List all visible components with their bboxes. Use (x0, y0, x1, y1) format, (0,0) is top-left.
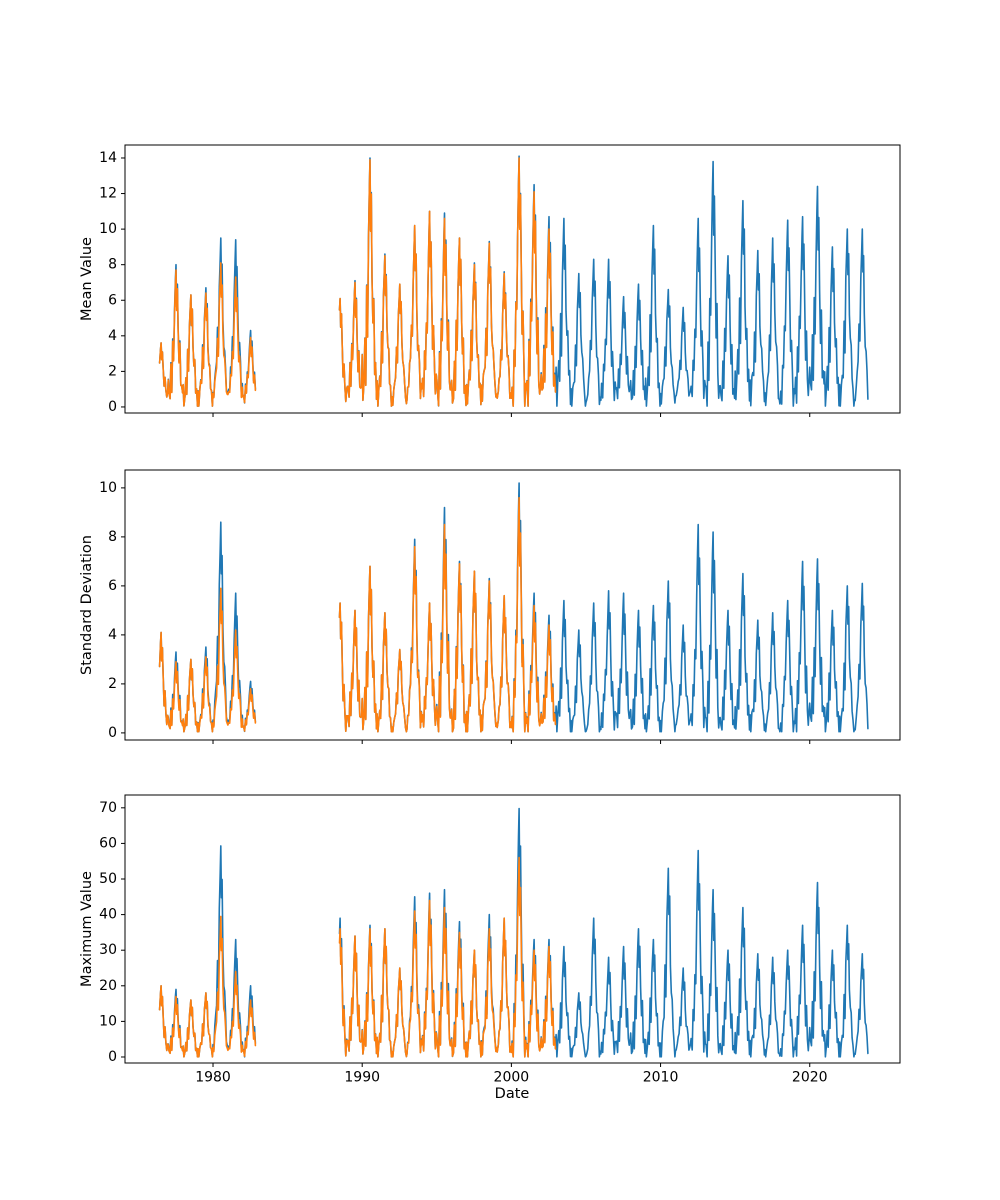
x-tick-label: 2020 (792, 1070, 828, 1086)
subplot-0: 0 2 4 6 8 10 12 14 (99, 144, 901, 417)
y-tick-label: 20 (99, 978, 117, 994)
series-line-blue (338, 482, 869, 733)
y-tick-label: 10 (99, 480, 117, 496)
y-tick-label: 2 (108, 676, 117, 692)
series-line-orange (338, 856, 557, 1058)
y-tick-label: 8 (108, 257, 117, 273)
y-tick-label: 0 (108, 399, 117, 415)
y-tick-label: 2 (108, 363, 117, 379)
y-tick-label: 30 (99, 942, 117, 958)
series-line-orange (158, 587, 257, 733)
y-tick-label: 12 (99, 186, 117, 202)
y-tick-label: 4 (108, 328, 117, 344)
y-axis-label-standard-deviation: Standard Deviation (79, 535, 95, 675)
series-line-orange (158, 915, 257, 1058)
subplot-1: 0 2 4 6 8 10 (99, 469, 901, 744)
y-tick-label: 70 (99, 800, 117, 816)
plot-border (124, 794, 901, 1064)
y-axis-label-mean-value: Mean Value (79, 237, 95, 321)
y-tick-label: 0 (108, 725, 117, 741)
series-line-orange (338, 157, 557, 407)
y-tick-label: 40 (99, 907, 117, 923)
subplot-2: 1980 1990 2000 2010 2020 0 10 20 30 40 50 60 70 (99, 794, 901, 1086)
series-line-orange (338, 496, 557, 733)
y-tick-label: 0 (108, 1049, 117, 1065)
x-tick-label: 2000 (494, 1070, 530, 1086)
y-tick-label: 6 (108, 578, 117, 594)
y-tick-label: 60 (99, 835, 117, 851)
x-axis-label-date: Date (495, 1086, 530, 1102)
y-tick-label: 4 (108, 627, 117, 643)
y-axis-label-maximum-value: Maximum Value (79, 871, 95, 987)
series-group (158, 482, 869, 733)
x-tick-label: 2010 (643, 1070, 679, 1086)
y-tick-label: 6 (108, 292, 117, 308)
series-line-orange (158, 262, 257, 407)
series-line-blue (158, 521, 257, 733)
series-group (158, 807, 869, 1058)
plot-border (124, 469, 901, 741)
y-tick-label: 50 (99, 871, 117, 887)
y-tick-label: 14 (99, 150, 117, 166)
y-tick-label: 10 (99, 1013, 117, 1029)
y-tick-label: 10 (99, 221, 117, 237)
x-tick-label: 1990 (344, 1070, 380, 1086)
series-line-blue (338, 155, 869, 407)
series-group (158, 155, 869, 407)
plot-border (124, 144, 901, 414)
x-tick-label: 1980 (195, 1070, 231, 1086)
y-tick-label: 8 (108, 529, 117, 545)
